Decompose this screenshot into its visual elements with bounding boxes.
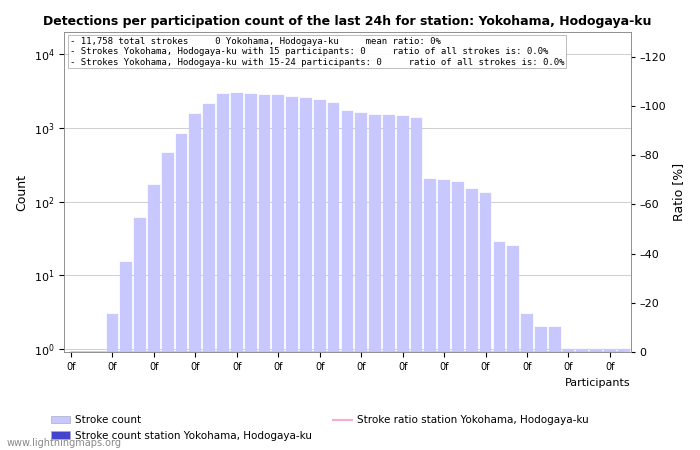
Bar — [549, 327, 561, 450]
Bar — [535, 327, 547, 450]
Bar — [176, 134, 188, 450]
Bar — [356, 113, 367, 450]
Bar — [604, 349, 616, 450]
Bar — [300, 99, 312, 450]
Bar — [79, 360, 91, 450]
Bar — [162, 153, 174, 450]
Bar — [369, 115, 381, 450]
Bar — [618, 349, 629, 450]
Bar — [328, 103, 340, 450]
Bar — [286, 97, 298, 450]
Bar — [272, 95, 284, 450]
Y-axis label: Count: Count — [15, 174, 28, 211]
Text: Participants: Participants — [565, 378, 631, 388]
Bar — [438, 180, 450, 450]
Bar — [563, 349, 575, 450]
Bar — [480, 193, 491, 450]
Bar — [245, 94, 256, 450]
Bar — [120, 262, 132, 450]
Bar — [508, 246, 519, 450]
Bar — [65, 360, 77, 450]
Bar — [424, 180, 436, 450]
Bar — [258, 94, 270, 450]
Bar — [217, 94, 229, 450]
Bar — [134, 218, 146, 450]
Bar — [190, 114, 201, 450]
Bar — [203, 104, 215, 450]
Bar — [231, 93, 243, 450]
Bar — [148, 184, 160, 450]
Bar — [576, 349, 588, 450]
Text: www.lightningmaps.org: www.lightningmaps.org — [7, 438, 122, 448]
Bar — [342, 111, 354, 450]
Title: Detections per participation count of the last 24h for station: Yokohama, Hodoga: Detections per participation count of th… — [43, 15, 652, 28]
Bar — [314, 100, 326, 450]
Bar — [411, 118, 422, 450]
Y-axis label: Ratio [%]: Ratio [%] — [672, 163, 685, 221]
Bar — [93, 360, 104, 450]
Bar — [397, 116, 409, 450]
Bar — [522, 314, 533, 450]
Bar — [383, 115, 395, 450]
Bar — [590, 349, 602, 450]
Bar — [466, 189, 477, 450]
Bar — [452, 182, 464, 450]
Bar — [494, 242, 505, 450]
Bar — [106, 314, 118, 450]
Text: - 11,758 total strokes     0 Yokohama, Hodogaya-ku     mean ratio: 0%
- Strokes : - 11,758 total strokes 0 Yokohama, Hodog… — [70, 37, 564, 67]
Legend: Stroke count, Stroke count station Yokohama, Hodogaya-ku, Stroke ratio station Y: Stroke count, Stroke count station Yokoh… — [47, 411, 593, 445]
